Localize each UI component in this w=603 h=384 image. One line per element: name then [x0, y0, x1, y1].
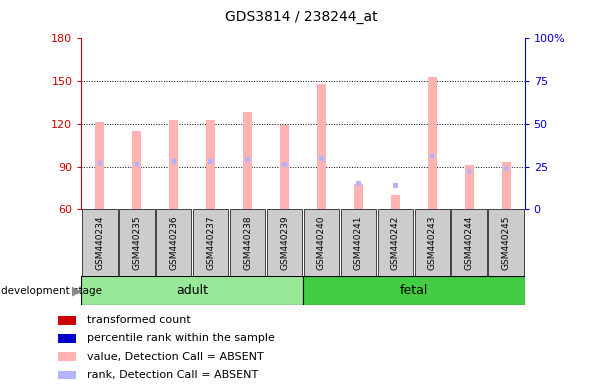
- Bar: [488, 209, 524, 276]
- Bar: [267, 209, 302, 276]
- Bar: [391, 195, 400, 209]
- Text: GSM440235: GSM440235: [132, 215, 141, 270]
- Bar: [304, 209, 339, 276]
- Text: development stage: development stage: [1, 286, 102, 296]
- Text: GSM440243: GSM440243: [428, 216, 437, 270]
- Bar: [134, 162, 139, 167]
- Text: fetal: fetal: [400, 285, 428, 297]
- Text: rank, Detection Call = ABSENT: rank, Detection Call = ABSENT: [87, 370, 258, 380]
- Bar: [206, 119, 215, 209]
- Text: adult: adult: [176, 285, 208, 297]
- Bar: [245, 157, 250, 162]
- Bar: [171, 159, 176, 164]
- Bar: [156, 209, 192, 276]
- Text: GSM440234: GSM440234: [95, 216, 104, 270]
- Bar: [319, 156, 324, 161]
- Text: GSM440241: GSM440241: [354, 216, 363, 270]
- Bar: [341, 209, 376, 276]
- Bar: [464, 165, 474, 209]
- Bar: [430, 154, 435, 159]
- Text: GSM440236: GSM440236: [169, 215, 178, 270]
- Bar: [303, 276, 525, 305]
- Bar: [356, 181, 361, 186]
- Text: GSM440239: GSM440239: [280, 215, 289, 270]
- Bar: [504, 166, 508, 171]
- Bar: [377, 209, 413, 276]
- Bar: [82, 209, 118, 276]
- Bar: [428, 77, 437, 209]
- Bar: [95, 122, 104, 209]
- Bar: [414, 209, 450, 276]
- Bar: [209, 159, 213, 164]
- Text: percentile rank within the sample: percentile rank within the sample: [87, 333, 274, 343]
- Bar: [452, 209, 487, 276]
- Bar: [317, 84, 326, 209]
- Bar: [230, 209, 265, 276]
- Text: ▶: ▶: [72, 285, 81, 297]
- Bar: [58, 334, 77, 343]
- Bar: [502, 162, 511, 209]
- Bar: [98, 161, 102, 166]
- Text: GSM440242: GSM440242: [391, 216, 400, 270]
- Bar: [81, 276, 303, 305]
- Bar: [282, 162, 287, 167]
- Bar: [119, 209, 154, 276]
- Bar: [393, 183, 397, 188]
- Bar: [58, 371, 77, 379]
- Text: transformed count: transformed count: [87, 315, 191, 325]
- Text: GDS3814 / 238244_at: GDS3814 / 238244_at: [225, 10, 378, 24]
- Bar: [354, 184, 363, 209]
- Bar: [58, 316, 77, 324]
- Bar: [58, 352, 77, 361]
- Bar: [280, 125, 289, 209]
- Text: value, Detection Call = ABSENT: value, Detection Call = ABSENT: [87, 352, 264, 362]
- Text: GSM440238: GSM440238: [243, 215, 252, 270]
- Bar: [132, 131, 142, 209]
- Text: GSM440245: GSM440245: [502, 216, 511, 270]
- Text: GSM440240: GSM440240: [317, 216, 326, 270]
- Bar: [467, 169, 472, 174]
- Bar: [169, 119, 178, 209]
- Bar: [243, 113, 252, 209]
- Bar: [193, 209, 229, 276]
- Text: GSM440237: GSM440237: [206, 215, 215, 270]
- Text: GSM440244: GSM440244: [465, 216, 474, 270]
